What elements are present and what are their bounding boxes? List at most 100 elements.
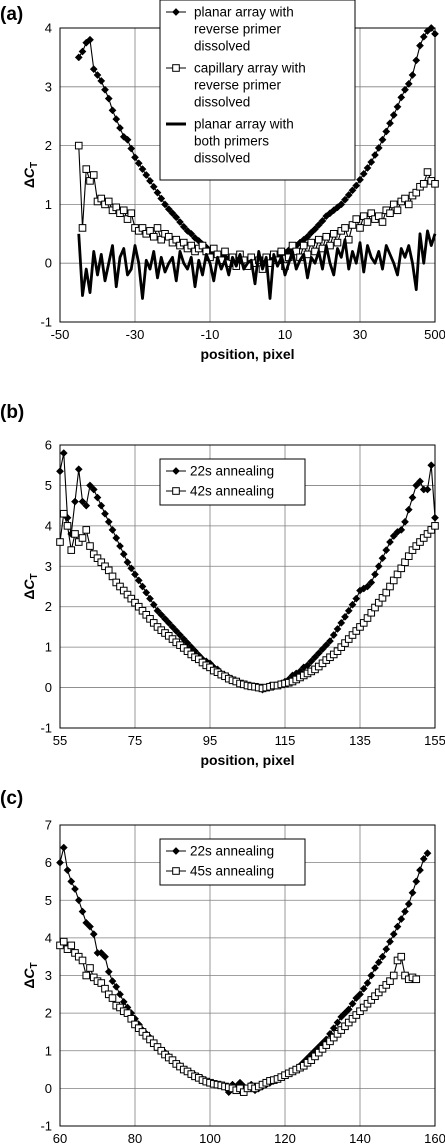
chart0-series0-point-30 [187,229,196,238]
chart2-series1-point-95 [412,975,421,984]
chart1-series0-point-71 [322,641,331,650]
chart1-series0-point-27 [157,610,166,619]
chart0-series0-point-91 [416,41,424,50]
chart2-series1-point-6 [78,956,87,965]
chart2-series0-point-78 [348,999,357,1008]
chart1-plot-frame [59,444,436,729]
chart1-series0-point-75 [337,618,346,627]
chart1-series0-point-89 [389,532,398,540]
chart1-ytick-5: 4 [45,518,52,533]
chart2-legend-label-1: 45s annealing [190,864,274,879]
chart2-ytick-3: 2 [45,1006,52,1021]
chart-panel-1: -1 0 1 2 3 4 5 6 55 75 95 115 135 155 position, pixel Δ… [0,402,445,768]
chart0-series1-point-20 [149,232,158,241]
chart2-panel-label: (c) [0,788,23,809]
chart1-series0-point-8 [86,481,94,490]
chart0-series0-point-18 [142,171,151,179]
chart1-xtick-3: 115 [275,733,296,748]
chart2-ylabel-sub: T [29,962,40,968]
chart0-legend-label-2-line-2: dissolved [194,151,250,166]
chart0-series1-point-60 [299,241,308,250]
chart1-series0-point-95 [412,481,421,490]
chart0-series0-point-82 [382,127,391,136]
chart0-ylabel-delta: Δ [21,178,37,188]
chart2-series0-point-6 [78,907,87,916]
chart1-ylabel-delta: Δ [21,590,37,600]
chart2-series1-point-91 [397,952,406,961]
chart2-legend-label-0-line-0: 22s annealing [190,844,274,859]
chart0-legend-label-1: capillary array with reverse primer dissol… [194,61,306,110]
chart1-series1-point-3 [67,546,76,554]
chart0-series0-point-95 [431,29,439,38]
chart2-series0-point-1 [59,843,68,852]
chart0-series1-point-74 [352,215,361,223]
chart0-series0-point-22 [157,194,166,203]
chart2-ytick-4: 3 [45,968,52,983]
chart0-series0-point-25 [168,209,177,218]
chart0-series0-point-75 [356,175,364,184]
chart2-series1-point-7 [82,971,91,980]
chart0-series0-point-77 [363,163,372,172]
chart1-series0-point-21 [134,576,143,585]
chart0-legend-label-2: planar array with both primers dissolved [194,117,294,166]
chart0-series1-point-77 [363,218,372,226]
chart0-series1-point-0 [74,141,83,150]
chart2-series0-point-93 [404,900,413,908]
chart1-series0-point-78 [348,600,357,609]
chart0-series1-point-95 [431,180,439,188]
chart2-series0-point-12 [101,952,109,961]
chart2-series0-point-2 [63,866,72,875]
chart2-xtick-5: 160 [424,1131,445,1144]
chart2-series0-point-81 [359,984,368,993]
chart0-series0-point-63 [311,225,319,234]
chart1-series0-point-76 [341,612,349,621]
chart0-legend-label-1-line-2: dissolved [194,95,250,110]
chart0-series1-point-64 [314,235,323,244]
chart1-ytick-7: 6 [45,438,52,453]
chart0-series1-point-8 [104,197,113,206]
chart1-series0-point-9 [89,485,98,494]
chart0-series0-point-71 [341,195,349,204]
chart0-series0-point-80 [374,143,383,152]
chart0-series0-point-3 [86,35,94,44]
chart1-panel-label: (b) [0,402,24,423]
chart0-series0-point-88 [404,79,413,88]
chart1-series0-point-88 [386,538,394,546]
chart0-series1-point-62 [307,238,316,247]
chart1-ytick-2: 1 [45,640,52,655]
chart2-legend-label-1-line-0: 45s annealing [190,864,274,879]
chart1-series0-point-79 [352,594,361,603]
chart0-series0-point-20 [149,182,158,191]
chart1-legend-label-0-line-0: 22s annealing [190,464,274,479]
chart1-series0-point-69 [314,649,323,658]
chart0-xlabel: position, pixel [200,346,294,362]
chart2-series0-point-97 [419,854,428,863]
chart0-legend-label-2-line-1: both primers [194,134,269,149]
chart2-ylabel-delta: Δ [21,979,37,989]
chart0-series0-point-13 [123,135,132,144]
chart0-series0-point-64 [314,221,323,229]
chart0-serieslegend1-point-0 [172,64,180,72]
chart1-ylabel: ΔCT [21,573,40,599]
chart0-series0-point-74 [352,181,361,190]
chart1-series0-point-23 [142,588,151,597]
chart0-legend-label-0-line-1: reverse primer [194,22,282,37]
chart0-series0-point-94 [427,24,436,32]
chart0-series0-point-1 [78,47,87,56]
chart1-series0-point-12 [101,509,109,518]
chart2-series0-point-15 [112,982,121,991]
chart0-ytick-0: -1 [40,315,52,330]
chart0-panel-label: (a) [0,4,23,25]
chart-panel-2: -1012345676080100120140160position, pixe… [0,788,445,1144]
chart1-series0-point-70 [318,645,327,654]
chart0-series0-point-79 [371,151,379,159]
chart0-series0-point-9 [108,106,117,115]
chart2-series0-point-94 [408,888,417,897]
chart1-ylabel-sub: T [29,573,40,579]
chart0-series1-point-1 [78,224,87,232]
chart2-series0-point-83 [367,971,376,980]
chart2-series0-point-92 [401,907,409,916]
chart1-series1-point-1 [59,509,68,518]
chart0-series1-point-71 [341,224,349,232]
